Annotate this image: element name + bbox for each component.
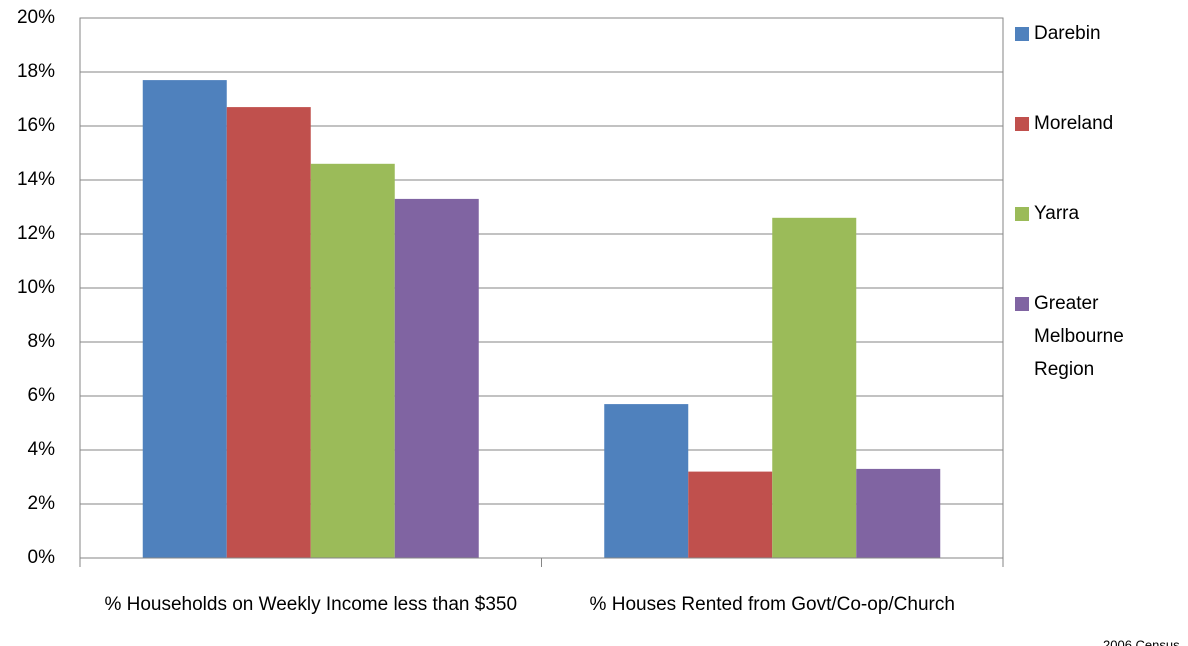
y-tick-label: 16% <box>17 115 55 136</box>
y-tick-label: 8% <box>28 331 56 352</box>
legend-swatch <box>1015 27 1029 41</box>
y-tick-label: 14% <box>17 169 55 190</box>
bar <box>226 107 311 558</box>
legend-label: Greater Melbourne Region <box>1034 293 1124 380</box>
bar <box>604 404 689 558</box>
legend-label: Darebin <box>1034 23 1101 44</box>
legend-swatch <box>1015 297 1029 311</box>
bar <box>688 471 773 558</box>
y-tick-label: 2% <box>28 493 56 514</box>
legend-label: Yarra <box>1034 203 1080 224</box>
bar <box>142 80 227 558</box>
y-tick-label: 6% <box>28 385 56 406</box>
y-tick-label: 0% <box>28 547 56 568</box>
bar <box>772 217 857 559</box>
y-tick-label: 10% <box>17 277 55 298</box>
x-tick-label: % Households on Weekly Income less than … <box>104 594 518 615</box>
annotation: 2006 Census <box>1103 637 1180 646</box>
bar <box>394 198 479 558</box>
bar <box>310 163 395 559</box>
y-tick-label: 4% <box>28 439 56 460</box>
y-tick-label: 18% <box>17 61 55 82</box>
x-tick-label: % Houses Rented from Govt/Co-op/Church <box>589 594 955 615</box>
y-tick-label: 20% <box>17 7 55 28</box>
legend-label: Moreland <box>1034 113 1114 134</box>
legend-swatch <box>1015 207 1029 221</box>
legend-swatch <box>1015 117 1029 131</box>
bar <box>856 468 941 558</box>
y-tick-label: 12% <box>17 223 55 244</box>
